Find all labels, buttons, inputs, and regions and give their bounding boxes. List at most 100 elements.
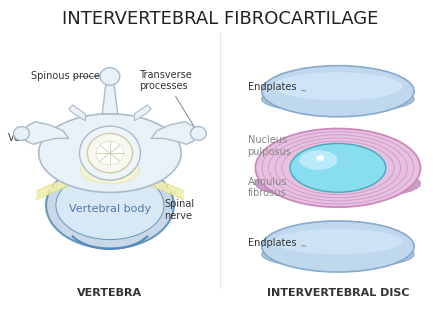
Polygon shape [147, 176, 149, 185]
Ellipse shape [80, 126, 140, 180]
Polygon shape [164, 182, 165, 192]
Ellipse shape [96, 141, 124, 165]
Polygon shape [142, 174, 143, 184]
Polygon shape [87, 171, 88, 180]
Polygon shape [44, 187, 46, 196]
Polygon shape [51, 184, 52, 193]
Polygon shape [63, 179, 64, 188]
Polygon shape [54, 183, 55, 192]
Text: Vertebral foramen: Vertebral foramen [8, 133, 98, 152]
Polygon shape [156, 179, 157, 188]
Polygon shape [161, 181, 162, 191]
Polygon shape [165, 183, 166, 192]
Polygon shape [76, 174, 77, 184]
Polygon shape [172, 186, 173, 195]
Polygon shape [36, 190, 37, 200]
Polygon shape [152, 178, 153, 187]
Polygon shape [170, 185, 172, 195]
Polygon shape [157, 180, 158, 189]
Ellipse shape [81, 156, 139, 184]
Ellipse shape [273, 229, 403, 254]
Polygon shape [23, 122, 69, 144]
Polygon shape [39, 189, 40, 199]
Polygon shape [143, 175, 145, 184]
Polygon shape [52, 183, 54, 193]
Polygon shape [55, 182, 56, 192]
Polygon shape [139, 173, 141, 183]
Polygon shape [168, 184, 169, 193]
Polygon shape [158, 180, 160, 189]
Ellipse shape [191, 127, 206, 140]
Polygon shape [134, 172, 136, 181]
Polygon shape [162, 182, 164, 191]
Polygon shape [69, 105, 85, 121]
Ellipse shape [290, 143, 386, 192]
Polygon shape [86, 172, 87, 181]
Polygon shape [182, 190, 183, 200]
Polygon shape [66, 178, 67, 188]
Text: Annulus
fibrosus: Annulus fibrosus [248, 173, 287, 198]
Polygon shape [59, 181, 60, 190]
Polygon shape [50, 185, 51, 194]
Ellipse shape [262, 221, 414, 272]
Polygon shape [58, 181, 59, 191]
Polygon shape [146, 176, 147, 185]
Ellipse shape [262, 85, 414, 113]
Text: Endplates: Endplates [248, 82, 306, 92]
Polygon shape [67, 178, 68, 187]
Ellipse shape [255, 168, 421, 199]
Polygon shape [43, 188, 44, 197]
Polygon shape [181, 190, 182, 199]
Polygon shape [73, 175, 75, 184]
Polygon shape [60, 180, 62, 189]
Polygon shape [70, 177, 71, 186]
Polygon shape [176, 188, 177, 197]
Text: Transverse
processes: Transverse processes [139, 70, 197, 131]
Polygon shape [173, 186, 174, 196]
Polygon shape [83, 172, 84, 181]
Text: Spinous process: Spinous process [31, 71, 110, 82]
Polygon shape [81, 173, 82, 182]
Polygon shape [169, 185, 170, 194]
Polygon shape [68, 177, 70, 186]
Polygon shape [42, 188, 43, 197]
Ellipse shape [56, 171, 164, 240]
Text: VERTEBRA: VERTEBRA [77, 288, 143, 298]
Polygon shape [48, 185, 50, 195]
Polygon shape [135, 105, 151, 121]
Polygon shape [84, 172, 86, 181]
Ellipse shape [262, 66, 414, 117]
Text: Spinal
nerve: Spinal nerve [164, 190, 194, 221]
Polygon shape [40, 188, 42, 198]
Ellipse shape [299, 150, 337, 170]
Text: INTERVERTEBRAL FIBROCARTILAGE: INTERVERTEBRAL FIBROCARTILAGE [62, 10, 378, 28]
Polygon shape [153, 178, 154, 188]
Polygon shape [64, 179, 66, 188]
Polygon shape [166, 183, 168, 193]
Polygon shape [102, 79, 118, 114]
Text: Endplates: Endplates [248, 237, 306, 248]
Polygon shape [178, 188, 180, 198]
Polygon shape [82, 172, 83, 182]
Polygon shape [174, 187, 176, 196]
Polygon shape [150, 177, 152, 186]
Polygon shape [71, 176, 72, 185]
Polygon shape [47, 186, 48, 195]
Ellipse shape [273, 72, 403, 100]
Polygon shape [137, 172, 138, 182]
Text: Vertebral body: Vertebral body [69, 204, 151, 214]
Polygon shape [177, 188, 178, 197]
Polygon shape [72, 176, 73, 185]
Ellipse shape [14, 127, 29, 140]
Text: INTERVERTEBRAL DISC: INTERVERTEBRAL DISC [267, 288, 409, 298]
Ellipse shape [255, 129, 421, 207]
Ellipse shape [39, 114, 181, 192]
Polygon shape [75, 175, 76, 184]
Polygon shape [154, 179, 156, 188]
Ellipse shape [100, 68, 120, 85]
Polygon shape [56, 182, 58, 191]
Polygon shape [151, 122, 196, 144]
Polygon shape [62, 180, 63, 189]
Polygon shape [138, 173, 139, 182]
Text: Nucleus
pulposus: Nucleus pulposus [248, 135, 320, 159]
